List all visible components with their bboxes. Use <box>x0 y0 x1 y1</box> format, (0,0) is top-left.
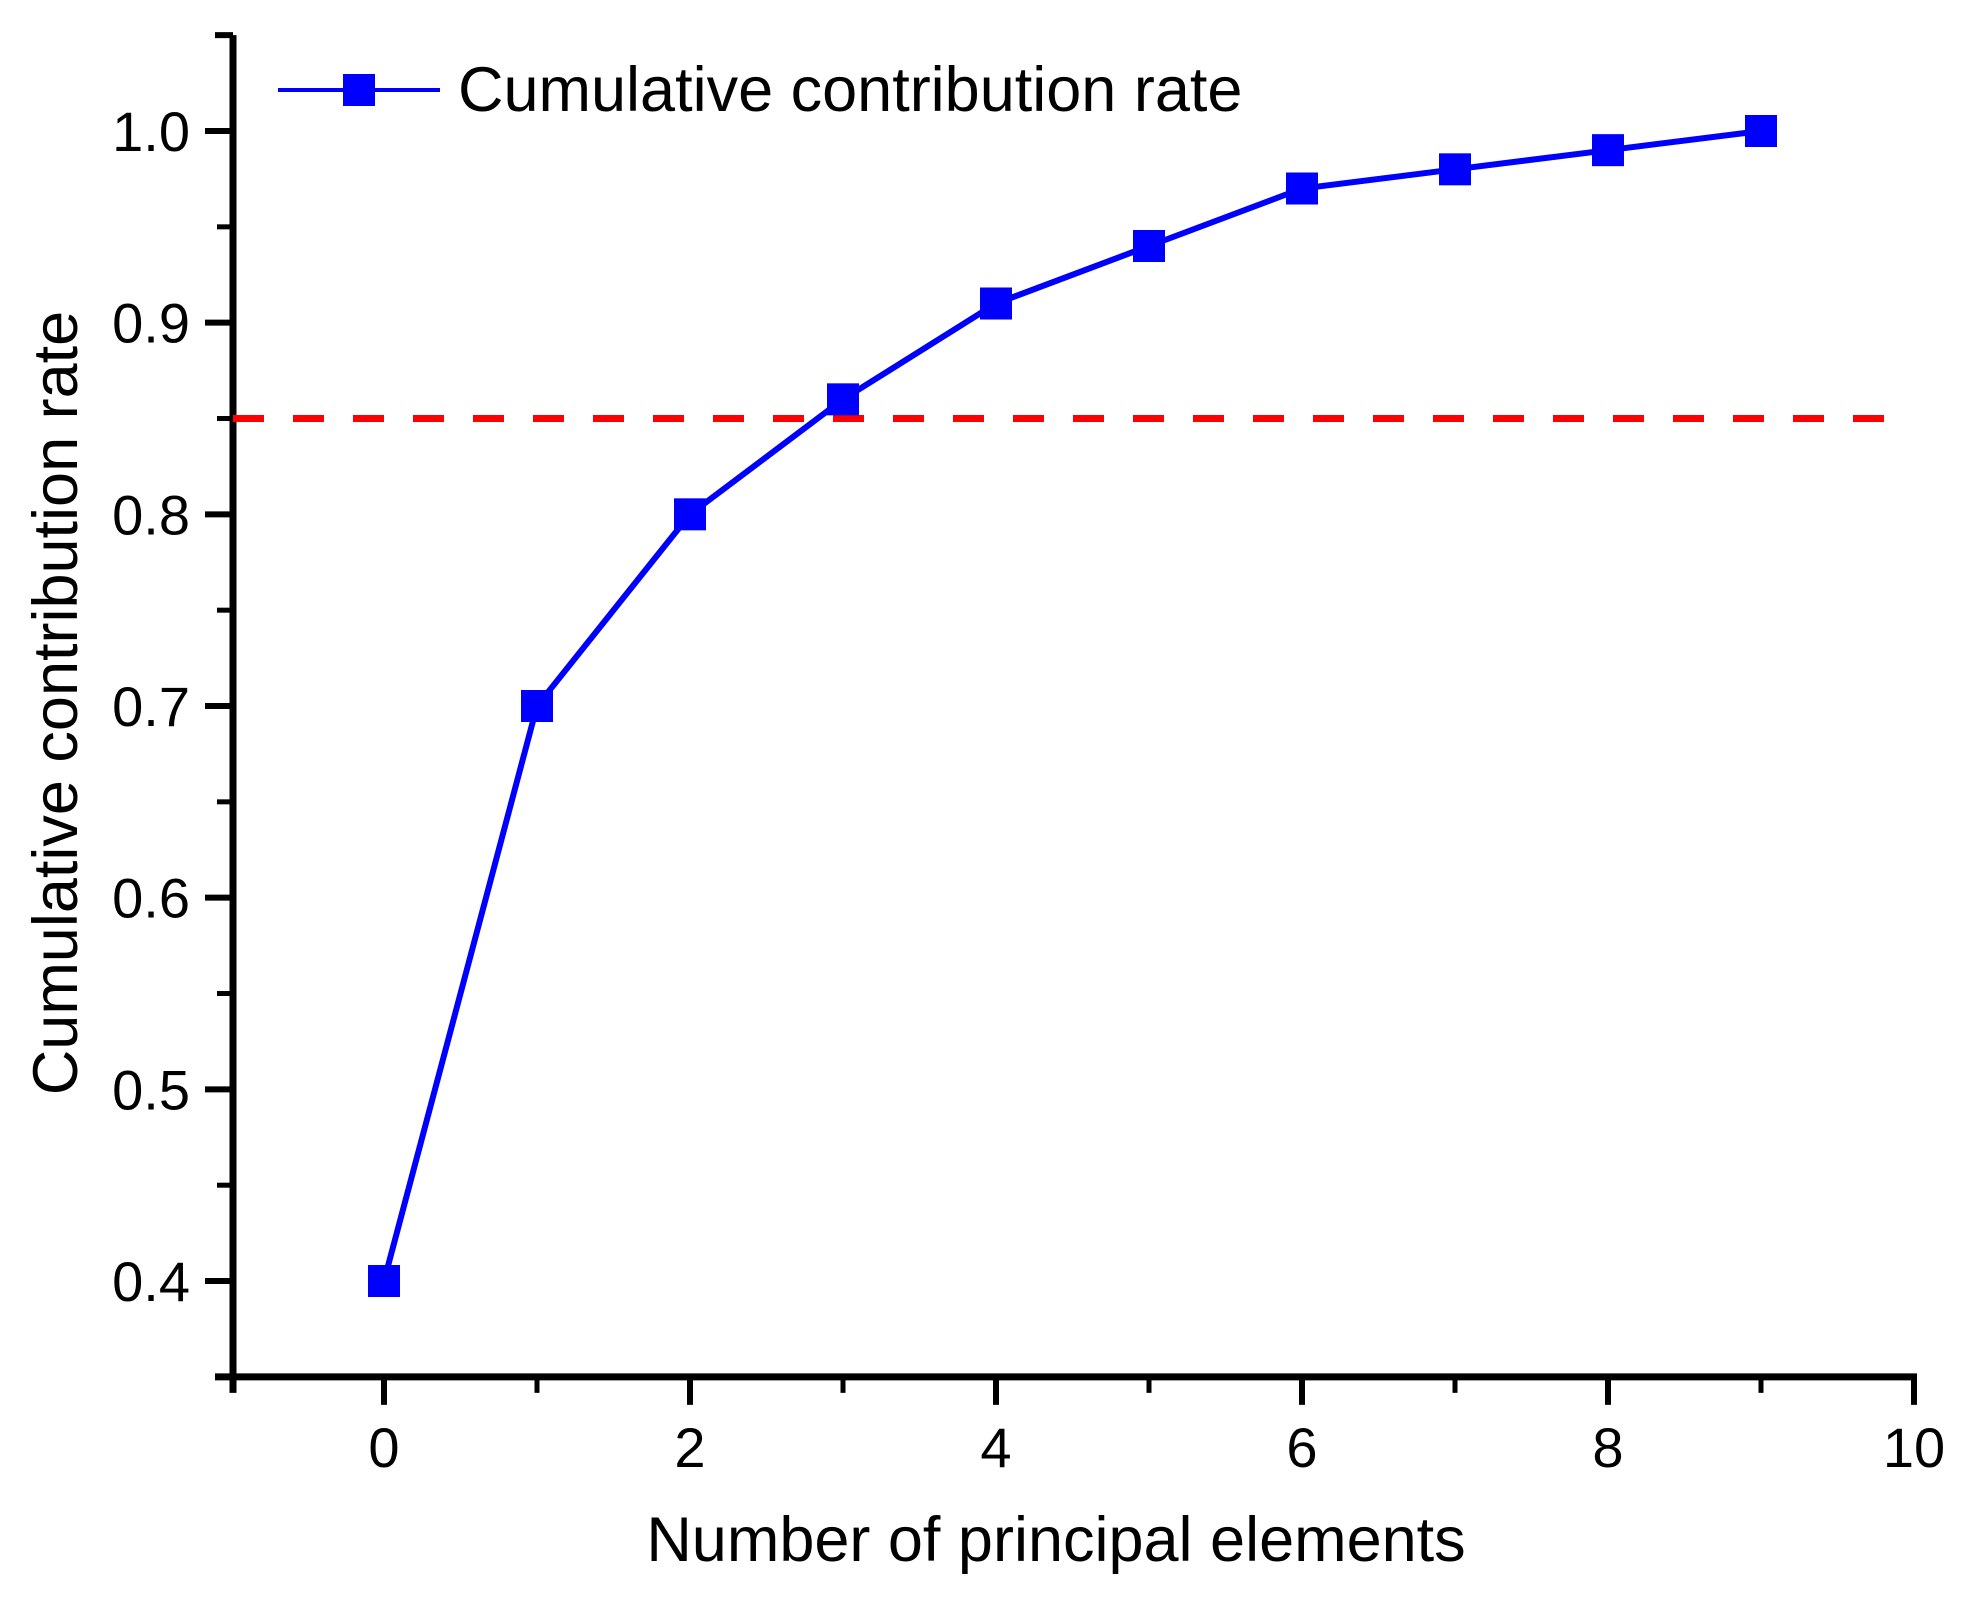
y-tick-label: 0.6 <box>112 867 190 930</box>
legend-marker-icon <box>278 74 440 106</box>
x-axis-label: Number of principal elements <box>646 1505 1466 1575</box>
legend-label: Cumulative contribution rate <box>458 55 1243 125</box>
data-point-marker <box>1592 134 1624 167</box>
x-tick-label: 0 <box>368 1416 399 1479</box>
data-point-marker <box>1286 172 1318 205</box>
y-axis-ticks: 0.4 0.5 0.6 0.7 0.8 0.9 1.0 <box>112 100 230 1313</box>
data-point-marker <box>1439 153 1471 186</box>
data-point-marker <box>1745 115 1777 147</box>
y-axis-label: Cumulative contribution rate <box>21 310 91 1096</box>
x-tick-label: 10 <box>1883 1416 1945 1479</box>
x-tick-label: 6 <box>1286 1416 1317 1479</box>
x-axis-ticks: 0 2 4 6 8 10 <box>368 1379 1945 1479</box>
data-point-marker <box>1133 230 1165 263</box>
x-tick-label: 2 <box>674 1416 705 1479</box>
data-point-marker <box>368 1265 400 1298</box>
data-point-marker <box>827 383 859 416</box>
y-tick-label: 0.8 <box>112 483 190 546</box>
series-cumulative-contribution-rate <box>368 115 1777 1298</box>
data-point-marker <box>674 498 706 531</box>
axes <box>215 32 1917 1393</box>
data-point-marker <box>521 690 553 723</box>
x-tick-label: 8 <box>1592 1416 1623 1479</box>
data-point-marker <box>980 287 1012 320</box>
y-tick-label: 0.9 <box>112 292 190 355</box>
y-tick-label: 0.5 <box>112 1058 190 1121</box>
y-tick-label: 0.7 <box>112 675 190 738</box>
x-tick-label: 4 <box>980 1416 1011 1479</box>
y-tick-label: 1.0 <box>112 100 190 163</box>
y-tick-label: 0.4 <box>112 1250 190 1313</box>
